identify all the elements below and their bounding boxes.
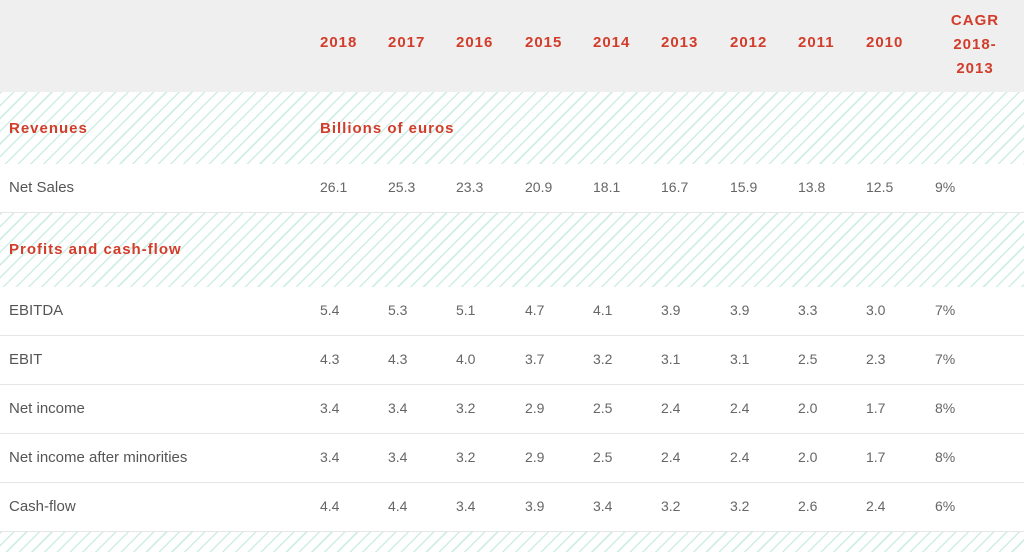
cell: 23.3 (456, 179, 484, 195)
cagr-cell: 8% (935, 400, 956, 416)
row-label: Net income after minorities (9, 449, 188, 466)
cell: 3.9 (730, 302, 750, 318)
cell: 2.0 (798, 449, 818, 465)
cell: 4.4 (320, 498, 340, 514)
cell: 15.9 (730, 179, 758, 195)
section-title: Revenues (9, 120, 88, 137)
section-title: Profits and cash-flow (9, 241, 182, 258)
cell: 2.4 (730, 400, 750, 416)
cell: 3.9 (661, 302, 681, 318)
cell: 4.3 (388, 351, 408, 367)
cell: 3.3 (798, 302, 818, 318)
cell: 3.1 (661, 351, 681, 367)
cell: 2.3 (866, 351, 886, 367)
cell: 3.4 (593, 498, 613, 514)
cell: 3.4 (388, 400, 408, 416)
cell: 5.1 (456, 302, 476, 318)
table-row: EBITDA 5.4 5.3 5.1 4.7 4.1 3.9 3.9 3.3 3… (0, 287, 1024, 336)
year-header: 2015 (525, 34, 563, 51)
cell: 5.3 (388, 302, 408, 318)
cell: 16.7 (661, 179, 689, 195)
year-header: 2018 (320, 34, 358, 51)
cell: 20.9 (525, 179, 553, 195)
cagr-cell: 8% (935, 449, 956, 465)
row-label: EBITDA (9, 302, 64, 319)
table-header: 2018 2017 2016 2015 2014 2013 2012 2011 … (0, 0, 1024, 92)
cagr-header-line: 2018- (953, 36, 997, 53)
cagr-cell: 7% (935, 302, 956, 318)
cell: 2.9 (525, 449, 545, 465)
cell: 3.0 (866, 302, 886, 318)
cell: 3.2 (456, 449, 476, 465)
cell: 2.0 (798, 400, 818, 416)
cagr-header-line: CAGR (950, 12, 1000, 29)
cagr-header: CAGR 2018- 2013 (940, 9, 1010, 81)
cell: 2.5 (593, 400, 613, 416)
year-header: 2012 (730, 34, 768, 51)
year-header: 2010 (866, 34, 904, 51)
section-band-footer (0, 532, 1024, 552)
cell: 2.4 (730, 449, 750, 465)
cell: 5.4 (320, 302, 340, 318)
cell: 2.5 (593, 449, 613, 465)
table-row: Net income 3.4 3.4 3.2 2.9 2.5 2.4 2.4 2… (0, 385, 1024, 434)
cagr-cell: 9% (935, 179, 956, 195)
cell: 3.4 (320, 449, 340, 465)
cell: 3.2 (730, 498, 750, 514)
cell: 3.9 (525, 498, 545, 514)
table-row: Net income after minorities 3.4 3.4 3.2 … (0, 434, 1024, 483)
cell: 2.4 (661, 449, 681, 465)
cell: 3.2 (661, 498, 681, 514)
cell: 25.3 (388, 179, 416, 195)
cell: 2.4 (661, 400, 681, 416)
year-header: 2016 (456, 34, 494, 51)
cell: 3.4 (388, 449, 408, 465)
cell: 4.7 (525, 302, 545, 318)
cell: 26.1 (320, 179, 348, 195)
cagr-header-line: 2013 (956, 60, 994, 77)
cagr-cell: 6% (935, 498, 956, 514)
unit-label: Billions of euros (320, 120, 455, 137)
cell: 4.3 (320, 351, 340, 367)
year-header: 2017 (388, 34, 426, 51)
cell: 3.1 (730, 351, 750, 367)
cagr-cell: 7% (935, 351, 956, 367)
cell: 4.1 (593, 302, 613, 318)
cell: 4.0 (456, 351, 476, 367)
section-band-profits: Profits and cash-flow (0, 213, 1024, 287)
year-header: 2011 (798, 34, 835, 51)
table-row: EBIT 4.3 4.3 4.0 3.7 3.2 3.1 3.1 2.5 2.3… (0, 336, 1024, 385)
row-label: EBIT (9, 351, 43, 368)
cell: 13.8 (798, 179, 826, 195)
year-header: 2014 (593, 34, 631, 51)
section-band-revenues: Revenues Billions of euros (0, 92, 1024, 164)
row-label: Net income (9, 400, 85, 417)
cell: 3.4 (456, 498, 476, 514)
cell: 3.2 (593, 351, 613, 367)
cell: 1.7 (866, 449, 886, 465)
year-header: 2013 (661, 34, 699, 51)
cell: 2.9 (525, 400, 545, 416)
cell: 12.5 (866, 179, 894, 195)
cell: 3.2 (456, 400, 476, 416)
cell: 2.4 (866, 498, 886, 514)
table-row: Net Sales 26.1 25.3 23.3 20.9 18.1 16.7 … (0, 164, 1024, 213)
cell: 2.5 (798, 351, 818, 367)
cell: 3.4 (320, 400, 340, 416)
cell: 1.7 (866, 400, 886, 416)
row-label: Cash-flow (9, 498, 76, 515)
cell: 4.4 (388, 498, 408, 514)
cell: 3.7 (525, 351, 545, 367)
cell: 2.6 (798, 498, 818, 514)
cell: 18.1 (593, 179, 621, 195)
table-row: Cash-flow 4.4 4.4 3.4 3.9 3.4 3.2 3.2 2.… (0, 483, 1024, 532)
row-label: Net Sales (9, 179, 75, 196)
